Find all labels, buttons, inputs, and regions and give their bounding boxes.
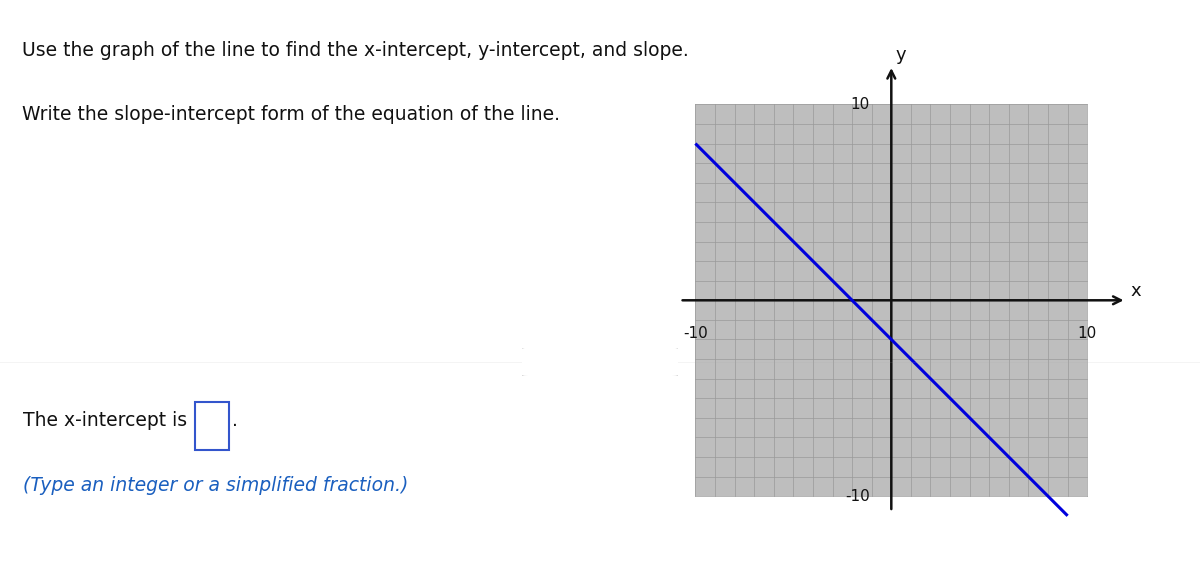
Bar <box>695 105 1087 496</box>
Text: Write the slope-intercept form of the equation of the line.: Write the slope-intercept form of the eq… <box>22 105 559 124</box>
Text: -10: -10 <box>845 489 870 504</box>
Text: Use the graph of the line to find the x-intercept, y-intercept, and slope.: Use the graph of the line to find the x-… <box>22 41 689 60</box>
Text: .: . <box>233 411 238 430</box>
Text: 10: 10 <box>1078 326 1097 341</box>
FancyBboxPatch shape <box>194 402 229 450</box>
Text: y: y <box>895 46 906 64</box>
Text: •••: ••• <box>590 357 610 367</box>
Text: 10: 10 <box>851 97 870 112</box>
Text: (Type an integer or a simplified fraction.): (Type an integer or a simplified fractio… <box>23 476 408 496</box>
Text: -10: -10 <box>683 326 708 341</box>
FancyBboxPatch shape <box>517 347 683 376</box>
Text: x: x <box>1130 282 1141 299</box>
Text: The x-intercept is: The x-intercept is <box>23 411 187 430</box>
